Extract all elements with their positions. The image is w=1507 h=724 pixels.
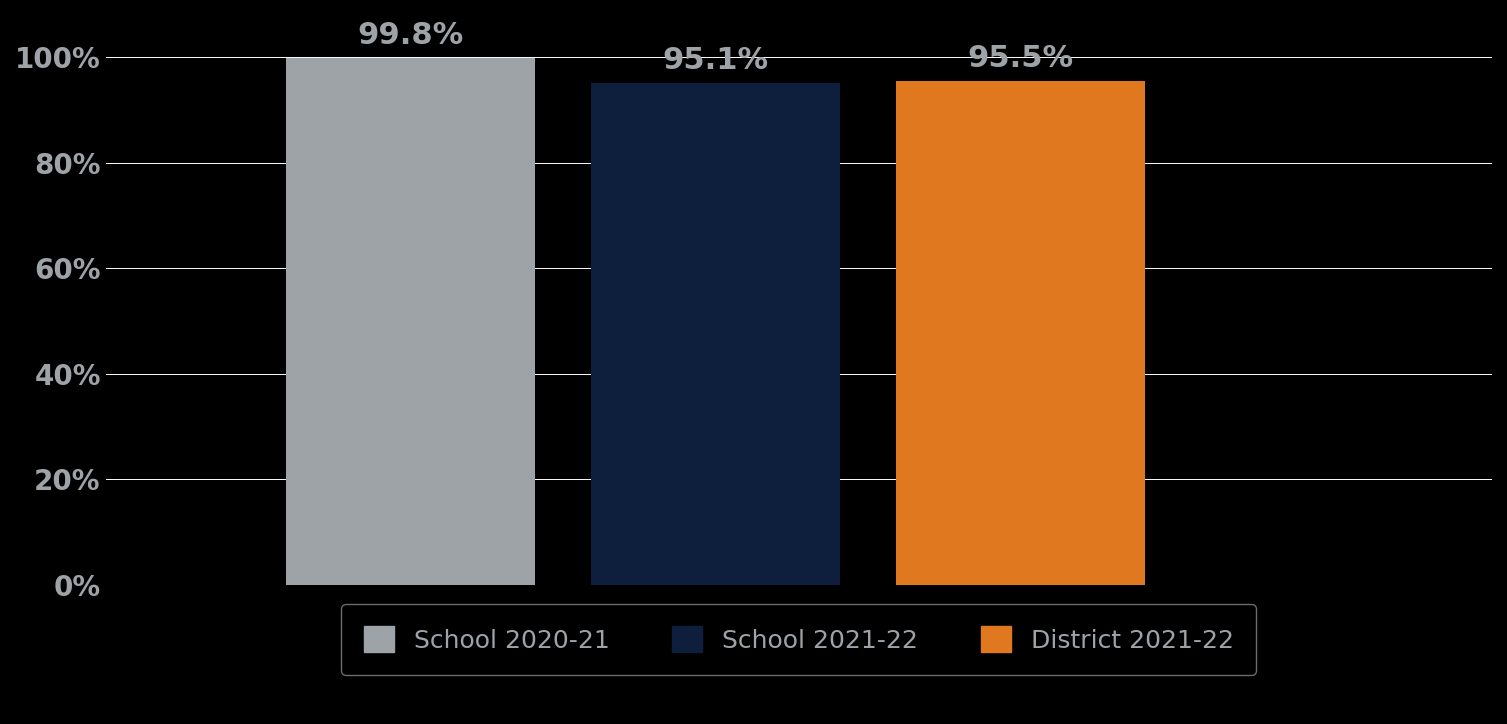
Text: 99.8%: 99.8% bbox=[357, 22, 464, 51]
Text: 95.1%: 95.1% bbox=[663, 46, 769, 75]
Legend: School 2020-21, School 2021-22, District 2021-22: School 2020-21, School 2021-22, District… bbox=[342, 604, 1257, 675]
Bar bbox=[286, 58, 535, 585]
Bar bbox=[895, 81, 1145, 585]
Text: 95.5%: 95.5% bbox=[967, 44, 1073, 73]
Bar bbox=[591, 83, 841, 585]
